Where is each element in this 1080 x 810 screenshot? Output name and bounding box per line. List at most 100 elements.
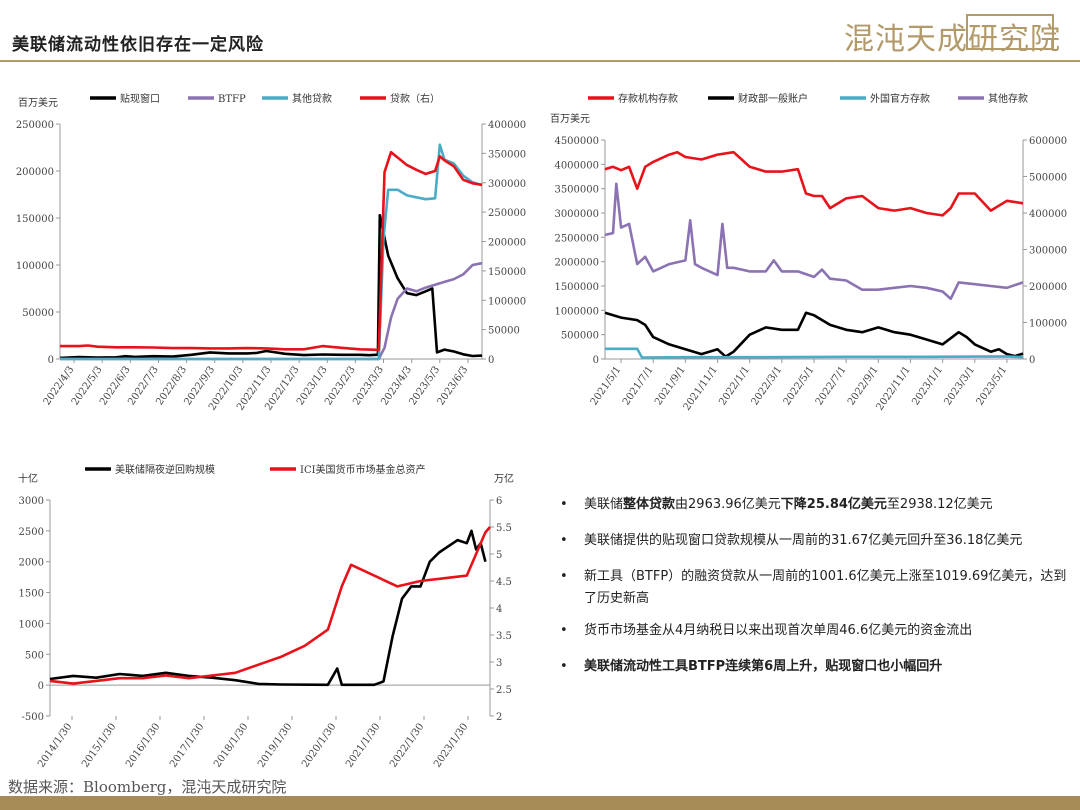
legend-label: ICI美国货币市场基金总资产	[300, 463, 426, 476]
series-line-3	[605, 347, 1024, 359]
y-tick-label-left: 150000	[16, 214, 54, 225]
y-tick-label-right: 350000	[488, 149, 526, 160]
chart-rrp-mmf: -500 0 500 1000 1500 2000 2500 3000 2 2.5 3 3.5 4 4.5…	[18, 463, 514, 770]
legend-label: BTFP	[218, 94, 246, 105]
bullet-dot-icon: •	[560, 569, 568, 584]
source-note: 数据来源：Bloomberg，混沌天成研究院	[8, 778, 287, 796]
y-tick-label-right: 2	[496, 712, 502, 723]
series-line-1	[59, 213, 483, 360]
y-tick-label-right: 3.5	[496, 631, 512, 642]
x-tick-label: 2023/3/1	[942, 364, 977, 407]
legend-label: 贴现窗口	[120, 92, 160, 105]
bullet-dot-icon: •	[560, 659, 568, 674]
x-tick-label: 2021/11/1	[682, 364, 720, 412]
bullet-segment: 美联储流动性工具BTFP连续第6周上升，贴现窗口也小幅回升	[584, 659, 943, 674]
x-tick-label: 2022/3/1	[750, 364, 785, 407]
legend-label: 外国官方存款	[870, 92, 930, 105]
y-tick-label-right: 400000	[488, 120, 526, 131]
y-tick-label-right: 0	[1029, 355, 1035, 366]
series-line-1	[49, 529, 487, 687]
chart-fed-loans: 0 50000 100000 150000 200000 250000 0 50000 1000…	[16, 92, 526, 413]
y-tick-label-right: 200000	[488, 238, 526, 249]
y-tick-label-left: 1000000	[554, 306, 599, 317]
x-tick-label: 2023/1/30	[432, 721, 470, 769]
y-tick-label-left: 2500000	[554, 233, 599, 244]
y-tick-label-left: 500	[25, 650, 44, 661]
x-tick-label: 2020/1/30	[300, 721, 338, 769]
series-line-2	[49, 526, 491, 685]
y-axis-unit-left: 百万美元	[550, 112, 590, 125]
y-tick-label-left: 4000000	[554, 160, 599, 171]
x-tick-label: 2021/1/30	[344, 721, 382, 769]
header-divider	[0, 60, 1080, 62]
y-tick-label-left: 2000	[19, 558, 44, 569]
y-tick-label-right: 100000	[1029, 319, 1067, 330]
brand-logo: 混沌天成研究院	[844, 22, 1061, 57]
logo-frame	[966, 14, 1054, 50]
x-tick-label: 2014/1/30	[36, 721, 74, 769]
y-tick-label-right: 500000	[1029, 173, 1067, 184]
series-line-3	[60, 143, 483, 361]
bullet-segment: 整体贷款	[623, 497, 676, 512]
x-tick-label: 2021/7/1	[621, 364, 656, 407]
bullet-segment: 由2963.96亿美元	[675, 497, 781, 512]
y-axis-unit-right: 万亿	[494, 472, 514, 485]
y-tick-label-right: 100000	[488, 296, 526, 307]
legend-label: 其他贷款	[292, 92, 332, 105]
x-tick-label: 2023/1/1	[910, 364, 945, 407]
y-tick-label-right: 0	[488, 355, 494, 366]
x-tick-label: 2022/7/1	[814, 364, 849, 407]
bullet-text: 美联储提供的贴现窗口贷款规模从一周前的31.67亿美元回升至36.18亿美元	[584, 530, 1070, 552]
legend-label: 存款机构存款	[618, 92, 678, 105]
chart-fed-deposits: 0500000100000015000002000000250000030000…	[550, 92, 1067, 413]
bullet-dot-icon: •	[560, 533, 568, 548]
y-tick-label-left: 200000	[16, 167, 54, 178]
y-tick-label-left: 50000	[22, 308, 54, 319]
y-tick-label-right: 50000	[488, 326, 520, 337]
legend-label: 贷款（右）	[390, 92, 440, 105]
y-tick-label-left: 0	[38, 681, 44, 692]
y-tick-label-left: 4500000	[554, 136, 599, 147]
x-tick-label: 2021/5/1	[589, 364, 624, 407]
page-title: 美联储流动性依旧存在一定风险	[12, 35, 264, 55]
series-line-4	[60, 150, 483, 352]
y-tick-label-left: 2000000	[554, 258, 599, 269]
y-tick-label-left: 3000	[19, 496, 44, 507]
series-line-4	[604, 182, 1024, 301]
y-tick-label-left: 3500000	[554, 185, 599, 196]
bullet-text: 美联储整体贷款由2963.96亿美元下降25.84亿美元至2938.12亿美元	[584, 494, 1070, 516]
x-tick-label: 2023/5/1	[975, 364, 1010, 407]
y-tick-label-left: 1500	[19, 589, 44, 600]
bullet-segment: 至2938.12亿美元	[886, 497, 993, 512]
series-line-1	[604, 150, 1024, 217]
y-tick-label-right: 250000	[488, 208, 526, 219]
y-tick-label-right: 400000	[1029, 209, 1067, 220]
bullet-dot-icon: •	[560, 497, 568, 512]
y-tick-label-right: 600000	[1029, 136, 1067, 147]
legend-label: 其他存款	[988, 92, 1028, 105]
y-tick-label-left: 100000	[16, 261, 54, 272]
y-tick-label-right: 2.5	[496, 685, 512, 696]
series-line-2	[604, 311, 1024, 358]
bullet-segment: 美联储提供的贴现窗口贷款规模从一周前的31.67亿美元回升至36.18亿美元	[584, 533, 1023, 548]
x-tick-label: 2022/9/1	[846, 364, 881, 407]
bullet-dot-icon: •	[560, 623, 568, 638]
y-tick-label-right: 4	[496, 604, 502, 615]
y-tick-label-left: 0	[48, 355, 54, 366]
x-tick-label: 2021/9/1	[653, 364, 688, 407]
y-tick-label-right: 300000	[1029, 246, 1067, 257]
x-tick-label: 2019/1/30	[256, 721, 294, 769]
series-line-2	[60, 261, 483, 361]
y-tick-label-right: 4.5	[496, 577, 512, 588]
y-tick-label-left: 0	[593, 355, 599, 366]
x-tick-label: 2022/11/1	[874, 364, 912, 412]
bullet-text: 新工具（BTFP）的融资贷款从一周前的1001.6亿美元上涨至1019.69亿美…	[584, 566, 1070, 610]
x-tick-label: 2022/1/1	[717, 364, 752, 407]
y-tick-label-left: 500000	[561, 331, 599, 342]
y-tick-label-right: 6	[496, 496, 502, 507]
y-tick-label-left: 1500000	[554, 282, 599, 293]
y-tick-label-left: 3000000	[554, 209, 599, 220]
x-tick-label: 2016/1/30	[124, 721, 162, 769]
x-tick-label: 2018/1/30	[212, 721, 250, 769]
bullet-text: 货币市场基金从4月纳税日以来出现首次单周46.6亿美元的资金流出	[584, 620, 1070, 642]
